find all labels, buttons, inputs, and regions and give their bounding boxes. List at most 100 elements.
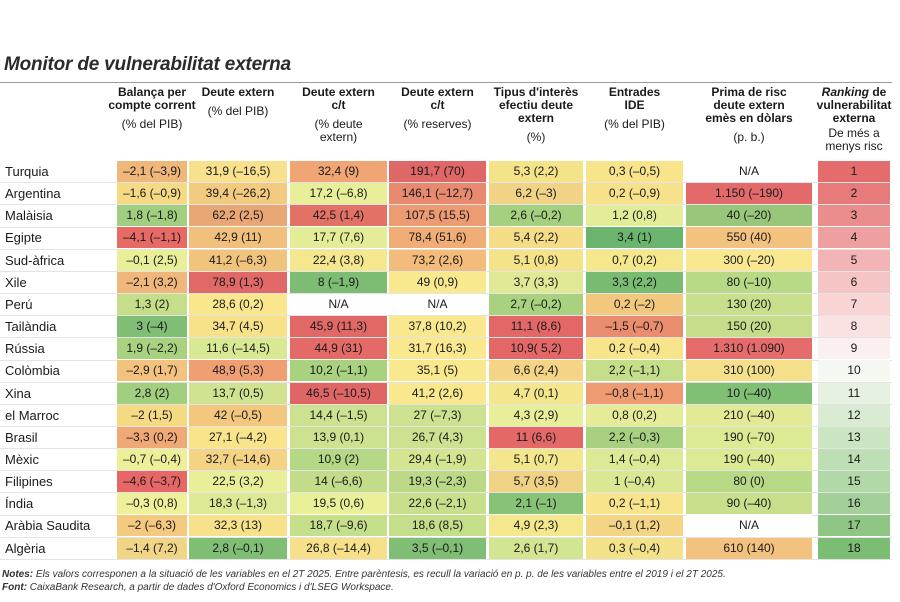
table-cell: 0,3 (–0,5) (586, 161, 683, 182)
column-header: Prima de risc deute extern emès en dòlar… (699, 86, 799, 158)
ranking-cell: 16 (818, 493, 890, 515)
table-cell: N/A (686, 515, 812, 537)
table-cell: –0,3 (0,8) (117, 493, 187, 515)
table-cell: –0,1 (2,5) (117, 249, 187, 271)
ranking-cell: 14 (818, 448, 890, 470)
table-cell: 3,4 (1) (586, 227, 683, 249)
table-cell: 0,3 (–0,4) (586, 537, 683, 559)
table-cell: 2,8 (–0,1) (189, 537, 287, 559)
table-cell: 1,9 (–2,2) (117, 338, 187, 360)
row-country: Argentina (5, 186, 61, 202)
column-header-title: Balança per compte corrent (108, 85, 196, 112)
row-separator (0, 204, 892, 206)
table-cell: 6,6 (2,4) (489, 360, 583, 382)
table-cell: 2,1 (–1) (489, 493, 583, 515)
row-separator (0, 492, 892, 494)
table-cell: 28,6 (0,2) (189, 293, 287, 315)
column-header-title-rest: de vulnerabilitat externa (816, 85, 892, 125)
table-cell: 19,5 (0,6) (290, 493, 387, 515)
table-cell: 14 (–6,6) (290, 471, 387, 493)
table-cell: 3,3 (2,2) (586, 271, 683, 293)
table-cell: 22,4 (3,8) (290, 249, 387, 271)
table-cell: 2,2 (–1,1) (586, 360, 683, 382)
table-cell: –3,3 (0,2) (117, 426, 187, 448)
table-cell: 3,7 (3,3) (489, 271, 583, 293)
table-cell: 18,3 (–1,3) (189, 493, 287, 515)
column-header-title: Prima de risc deute extern emès en dòlar… (705, 85, 793, 125)
table-cell: 1,3 (2) (117, 293, 187, 315)
row-separator (0, 315, 892, 317)
column-header: Entrades IDE (% del PIB) (600, 86, 670, 158)
column-header-unit: (% del PIB) (604, 117, 665, 131)
table-cell: 610 (140) (686, 537, 812, 559)
row-separator (0, 337, 892, 339)
table-cell: 39,4 (–26,2) (189, 183, 287, 205)
source-text: CaixaBank Research, a partir de dades d'… (27, 582, 394, 593)
table-cell: 10,2 (–1,1) (290, 360, 387, 382)
ranking-cell: 7 (818, 293, 890, 315)
ranking-cell: 11 (818, 382, 890, 404)
table-cell: 13,7 (0,5) (189, 382, 287, 404)
table-cell: –2,1 (–3,9) (117, 161, 187, 182)
table-cell: 44,9 (31) (290, 338, 387, 360)
table-cell: –1,4 (7,2) (117, 537, 187, 559)
table-cell: 10,9( 5,2) (489, 338, 583, 360)
table-cell: 1.310 (1.090) (686, 338, 812, 360)
table-cell: –2 (1,5) (117, 404, 187, 426)
table-cell: 41,2 (2,6) (389, 382, 486, 404)
table-cell: 26,7 (4,3) (389, 426, 486, 448)
table-cell: 0,2 (–0,9) (586, 183, 683, 205)
table-cell: 42,9 (11) (189, 227, 287, 249)
column-header-unit: (%) (526, 130, 546, 144)
row-separator (0, 381, 892, 383)
ranking-cell: 9 (818, 338, 890, 360)
table-cell: 0,2 (–1,1) (586, 493, 683, 515)
table-cell: 5,7 (3,5) (489, 471, 583, 493)
row-country: Colòmbia (5, 363, 60, 379)
table-cell: 2,8 (2) (117, 382, 187, 404)
table-cell: 22,5 (3,2) (189, 471, 287, 493)
table-cell: 37,8 (10,2) (389, 316, 486, 338)
table-cell: 27 (–7,3) (389, 404, 486, 426)
row-separator (0, 403, 892, 405)
table-cell: –1,5 (–0,7) (586, 316, 683, 338)
table-cell: 210 (–40) (686, 404, 812, 426)
column-header-title: Deute extern c/t (401, 85, 474, 112)
ranking-cell: 4 (818, 227, 890, 249)
table-cell: 1,2 (0,8) (586, 205, 683, 227)
table-cell: 1,8 (–1,8) (117, 205, 187, 227)
table-cell: 78,9 (1,3) (189, 271, 287, 293)
row-separator (0, 558, 892, 560)
column-header: Deute extern c/t (% reserves) (398, 86, 478, 158)
row-separator (0, 226, 892, 228)
ranking-cell: 5 (818, 249, 890, 271)
column-header: Tipus d'interès efectiu deute extern (%) (486, 86, 586, 158)
table-cell: 78,4 (51,6) (389, 227, 486, 249)
table-cell: 80 (0) (686, 471, 812, 493)
table-cell: 18,7 (–9,6) (290, 515, 387, 537)
table-cell: 45,9 (11,3) (290, 316, 387, 338)
table-cell: 0,7 (0,2) (586, 249, 683, 271)
table-cell: 1.150 (–190) (686, 183, 812, 205)
table-cell: 49 (0,9) (389, 271, 486, 293)
column-header-title: Ranking de vulnerabilitat externa (814, 86, 894, 125)
table-cell: –0,7 (–0,4) (117, 448, 187, 470)
table-cell: 6,2 (–3) (489, 183, 583, 205)
table-cell: 0,2 (–2) (586, 293, 683, 315)
table-cell: 0,2 (–0,4) (586, 338, 683, 360)
table-cell: 4,3 (2,9) (489, 404, 583, 426)
table-cell: 27,1 (–4,2) (189, 426, 287, 448)
table-cell: –4,6 (–3,7) (117, 471, 187, 493)
row-separator (0, 293, 892, 295)
column-header-title: Deute extern (201, 85, 275, 99)
row-country: Filipines (5, 474, 53, 490)
table-cell: 4,7 (0,1) (489, 382, 583, 404)
table-cell: 32,3 (13) (189, 515, 287, 537)
table-cell: 2,6 (–0,2) (489, 205, 583, 227)
notes-label: Notes: (2, 569, 34, 580)
notes-text: Els valors corresponen a la situació de … (33, 569, 726, 580)
column-header-unit: (% reserves) (403, 117, 472, 131)
table-cell: N/A (686, 161, 812, 182)
column-header-title: Tipus d'interès efectiu deute extern (493, 85, 579, 125)
row-country: Xile (5, 274, 27, 290)
